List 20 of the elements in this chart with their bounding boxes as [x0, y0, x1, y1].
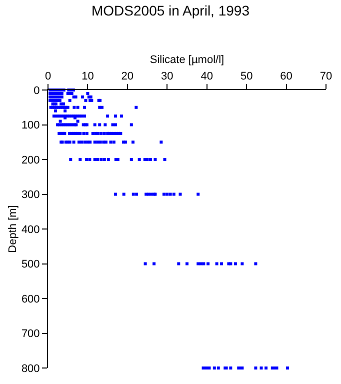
x-tick-label: 50 — [240, 70, 253, 83]
y-tick-label: 700 — [21, 328, 40, 340]
x-tick-label: 30 — [161, 70, 174, 83]
x-tick-label: 60 — [280, 70, 292, 83]
chart-title: MODS2005 in April, 1993 — [92, 2, 250, 19]
x-tick-label: 20 — [121, 70, 134, 83]
x-axis-title: Silicate [µmol/l] — [150, 54, 224, 66]
y-tick-label: 0 — [34, 84, 40, 97]
y-tick-label: 200 — [21, 154, 40, 166]
y-tick-label: 800 — [21, 362, 40, 375]
y-axis-title: Depth [m] — [7, 205, 20, 253]
y-tick-label: 400 — [21, 224, 40, 236]
y-tick-label: 600 — [21, 293, 40, 306]
y-tick-label: 100 — [21, 120, 40, 132]
y-tick-label: 300 — [21, 189, 40, 202]
x-tick-label: 70 — [320, 70, 332, 83]
x-tick-label: 0 — [44, 70, 52, 83]
x-tick-label: 40 — [200, 70, 213, 83]
y-tick-label: 500 — [21, 258, 40, 271]
x-tick-label: 10 — [82, 70, 94, 83]
